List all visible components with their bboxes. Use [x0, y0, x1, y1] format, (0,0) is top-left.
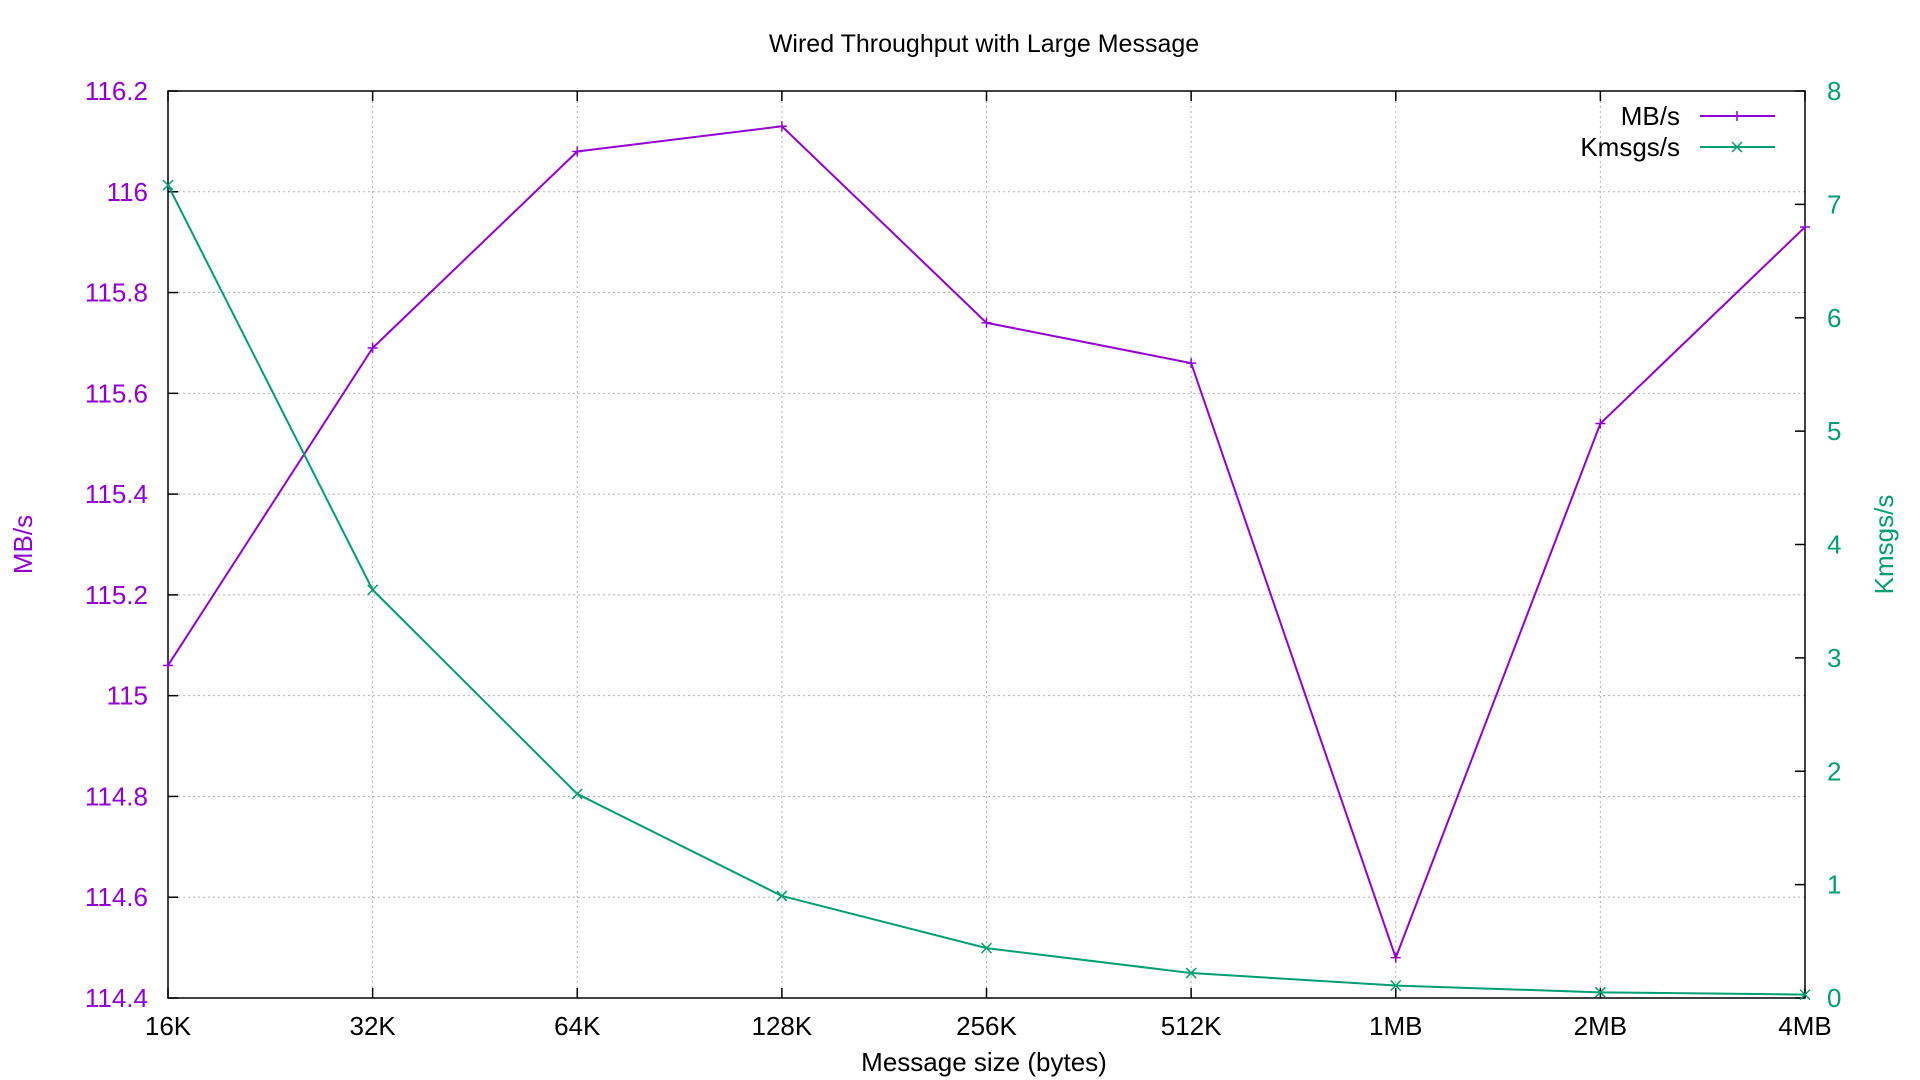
series-1: [163, 121, 1810, 963]
data-point: [162, 179, 174, 191]
legend-label: Kmsgs/s: [1580, 132, 1680, 162]
x-tick-label: 2MB: [1574, 1011, 1627, 1041]
y-tick-label: 115.8: [85, 278, 148, 308]
grid: [168, 91, 1805, 998]
data-point: [776, 890, 788, 902]
y-axis-label: MB/s: [8, 515, 38, 574]
legend-marker: [1732, 111, 1742, 121]
series: [162, 121, 1811, 1001]
x-axis: 16K 32K 64K 128K 256K 512K 1MB 2MB 4MB: [145, 91, 1832, 1041]
y2-tick-label: 0: [1827, 983, 1841, 1013]
data-point: [1799, 989, 1811, 1001]
y-tick-label: 115.2: [85, 580, 148, 610]
data-point: [1595, 418, 1606, 429]
y-tick-label: 114.6: [85, 882, 148, 912]
y2-tick-label: 2: [1827, 756, 1841, 786]
y2-tick-label: 3: [1827, 643, 1841, 673]
data-point: [1800, 222, 1810, 233]
y2-tick-label: 6: [1827, 303, 1841, 333]
x-tick-label: 1MB: [1369, 1011, 1422, 1041]
y-tick-label: 116: [107, 177, 148, 207]
y-tick-label: 114.8: [85, 781, 148, 811]
x-tick-label: 64K: [554, 1011, 601, 1041]
x-tick-label: 16K: [145, 1011, 192, 1041]
y2-tick-label: 5: [1827, 416, 1841, 446]
data-point: [572, 146, 583, 157]
y-tick-label: 115.4: [85, 479, 148, 509]
series-2: [162, 179, 1811, 1001]
data-point: [571, 788, 583, 800]
y-tick-label: 115.6: [85, 378, 148, 408]
data-point: [776, 121, 787, 132]
data-point: [1185, 967, 1197, 979]
data-point: [1390, 952, 1401, 963]
x-tick-label: 512K: [1161, 1011, 1222, 1041]
y-axis-left: 114.4 114.6 114.8 115 115.2 115.4 115.6 115.8 11…: [85, 76, 178, 1013]
data-point: [367, 342, 378, 353]
legend-marker: [1731, 141, 1743, 153]
y2-tick-label: 4: [1827, 530, 1841, 560]
x-tick-label: 4MB: [1778, 1011, 1831, 1041]
y-tick-label: 115: [107, 681, 148, 711]
y2-tick-label: 7: [1827, 189, 1841, 219]
x-tick-label: 128K: [752, 1011, 813, 1041]
data-point: [367, 584, 379, 596]
y2-axis-label: Kmsgs/s: [1869, 495, 1899, 595]
y-tick-label: 116.2: [85, 76, 148, 106]
data-point: [1594, 986, 1606, 998]
x-tick-label: 256K: [956, 1011, 1017, 1041]
data-point: [1390, 979, 1402, 992]
x-tick-label: 32K: [349, 1011, 396, 1041]
x-axis-label: Message size (bytes): [861, 1047, 1107, 1077]
data-point: [1186, 358, 1197, 369]
y-tick-label: 114.4: [85, 983, 148, 1013]
y2-tick-label: 8: [1827, 76, 1841, 106]
data-point: [981, 317, 992, 328]
data-point: [163, 660, 173, 671]
y-axis-right: 0 1 2 3 4 5 6 7 8: [1795, 76, 1841, 1013]
legend-label: MB/s: [1621, 101, 1680, 131]
data-point: [980, 942, 993, 954]
y2-tick-label: 1: [1827, 870, 1841, 900]
chart-title: Wired Throughput with Large Message: [769, 30, 1199, 58]
